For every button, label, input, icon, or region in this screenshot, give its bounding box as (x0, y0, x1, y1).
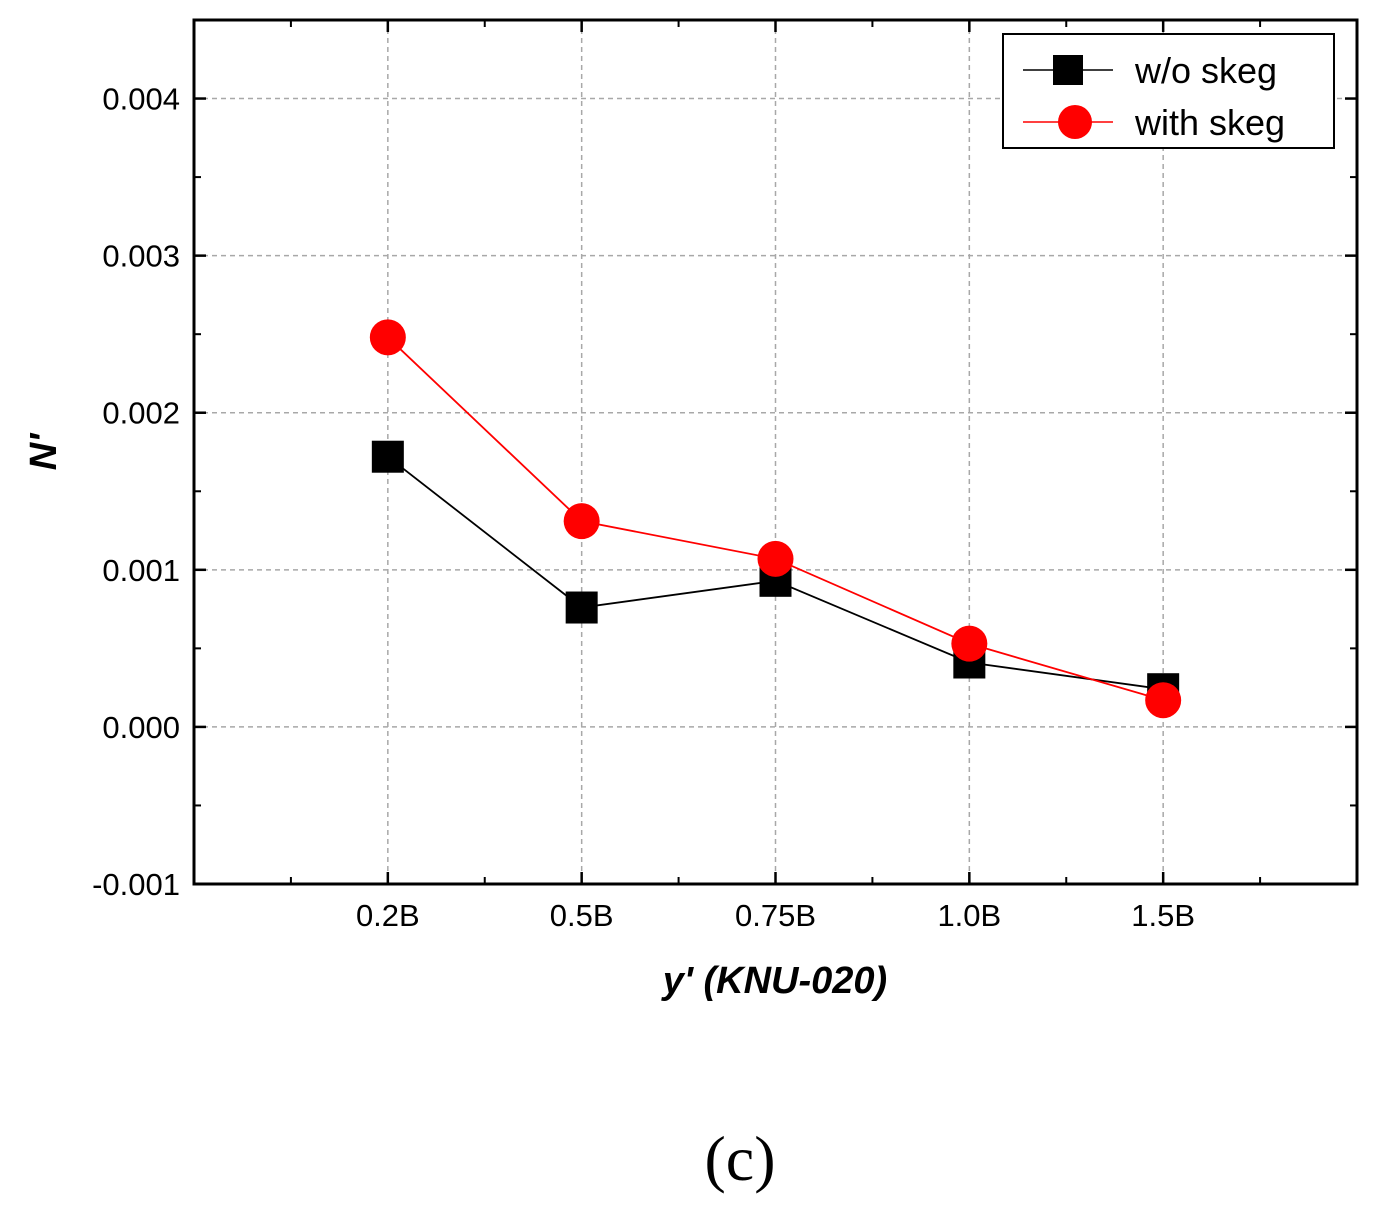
data-point-with-skeg (951, 625, 988, 662)
plot-frame (192, 18, 1359, 886)
y-tick-label: 0.002 (102, 396, 180, 431)
y-tick-labels: -0.001 0.000 0.001 0.002 0.003 0.004 (92, 82, 180, 902)
data-point-with-skeg (757, 540, 794, 577)
legend-marker-wo-skeg (1053, 55, 1083, 85)
y-tick-label: 0.003 (102, 239, 180, 274)
y-axis-title: N' (23, 432, 65, 470)
data-point-wo-skeg (371, 440, 404, 473)
x-tick-label: 0.5B (550, 898, 614, 933)
legend-label-wo-skeg: w/o skeg (1134, 50, 1277, 91)
data-point-wo-skeg (565, 591, 598, 624)
data-point-with-skeg (563, 503, 600, 540)
y-tick-label: 0.004 (102, 82, 180, 117)
data-point-with-skeg (369, 319, 406, 356)
y-tick-label: -0.001 (92, 867, 180, 902)
legend-label-with-skeg: with skeg (1134, 102, 1285, 143)
x-tick-label: 1.0B (937, 898, 1001, 933)
y-tick-label: 0.001 (102, 553, 180, 588)
y-tick-label: 0.000 (102, 710, 180, 745)
x-tick-label: 1.5B (1131, 898, 1195, 933)
legend-box (1002, 33, 1335, 149)
figure-caption: (c) (704, 1123, 775, 1194)
legend-marker-with-skeg (1058, 105, 1092, 139)
grid (194, 20, 1357, 884)
x-axis-title: y' (KNU-020) (661, 960, 887, 1002)
x-tick-labels: 0.2B 0.5B 0.75B 1.0B 1.5B (356, 898, 1195, 933)
x-tick-label: 0.2B (356, 898, 420, 933)
x-tick-label: 0.75B (735, 898, 816, 933)
data-point-with-skeg (1145, 682, 1182, 719)
legend: w/o skeg with skeg (1002, 33, 1335, 149)
series (369, 319, 1182, 719)
